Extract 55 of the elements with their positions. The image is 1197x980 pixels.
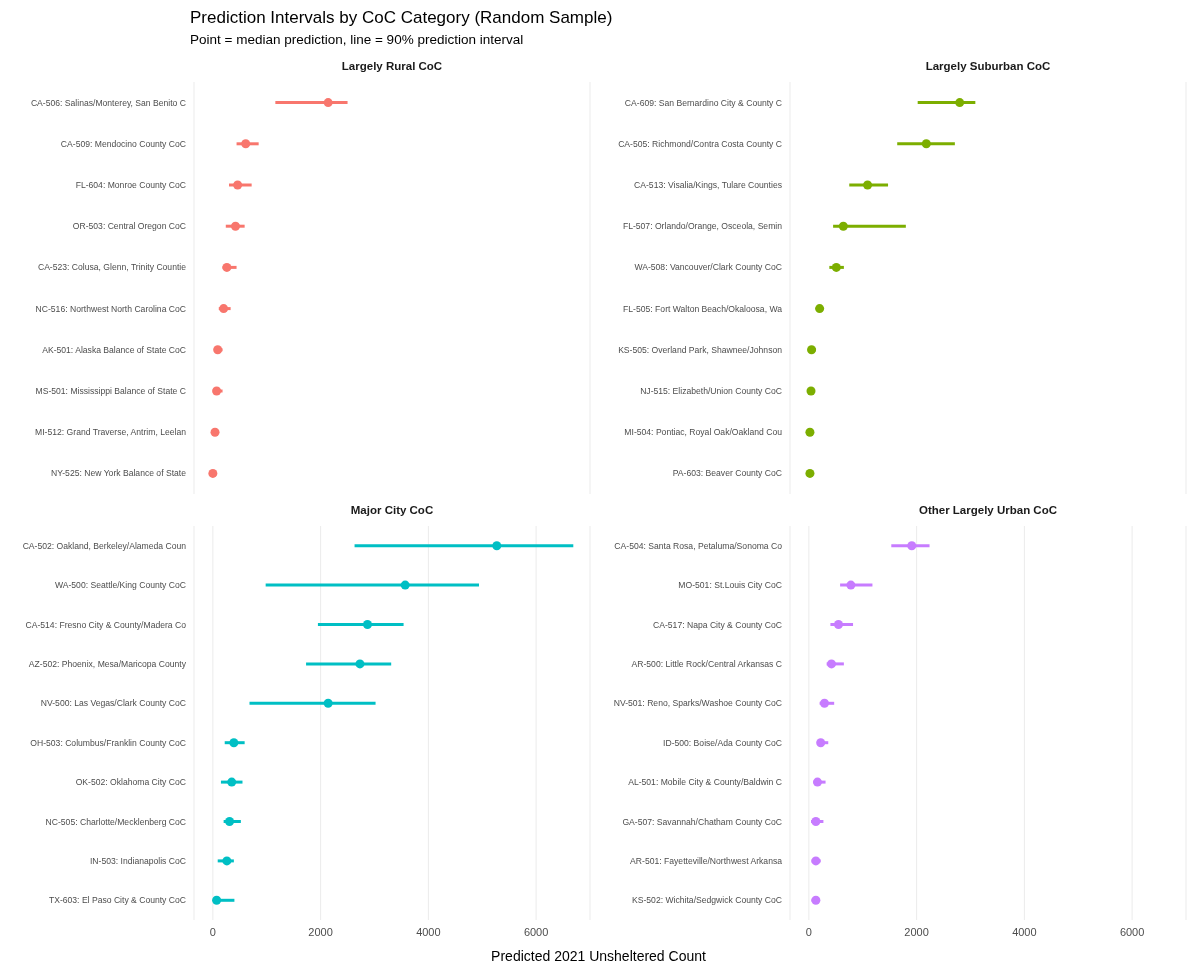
y-tick-label: MS-501: Mississippi Balance of State C bbox=[35, 386, 186, 396]
y-tick-label: OH-503: Columbus/Franklin County CoC bbox=[30, 737, 186, 748]
y-tick-label: FL-604: Monroe County CoC bbox=[75, 180, 186, 190]
y-tick-label: MI-504: Pontiac, Royal Oak/Oakland Cou bbox=[624, 427, 783, 438]
y-tick-label: MO-501: St.Louis City CoC bbox=[678, 580, 782, 591]
y-tick-label: NC-505: Charlotte/Mecklenberg CoC bbox=[45, 816, 186, 827]
y-tick-label: CA-523: Colusa, Glenn, Trinity Countie bbox=[37, 262, 187, 273]
x-tick-label: 6000 bbox=[523, 925, 549, 938]
y-tick-label: WA-508: Vancouver/Clark County CoC bbox=[634, 262, 782, 273]
y-tick-label: AK-501: Alaska Balance of State CoC bbox=[42, 344, 186, 355]
y-tick-label: CA-506: Salinas/Monterey, San Benito C bbox=[30, 97, 186, 108]
y-tick-label: KS-502: Wichita/Sedgwick County CoC bbox=[632, 895, 782, 906]
x-tick-label: 0 bbox=[209, 925, 216, 938]
y-tick-label: NV-501: Reno, Sparks/Washoe County CoC bbox=[613, 698, 782, 709]
y-tick-label: FL-505: Fort Walton Beach/Okaloosa, Wa bbox=[623, 303, 783, 314]
x-tick-label: 2000 bbox=[308, 925, 333, 938]
y-tick-label: AR-501: Fayetteville/Northwest Arkansa bbox=[630, 855, 783, 866]
x-tick-label: 4000 bbox=[1012, 925, 1037, 938]
y-tick-label: FL-507: Orlando/Orange, Osceola, Semin bbox=[622, 221, 783, 232]
y-tick-label: WA-500: Seattle/King County CoC bbox=[54, 580, 186, 591]
y-tick-label: GA-507: Savannah/Chatham County CoC bbox=[622, 816, 782, 827]
y-tick-label: AL-501: Mobile City & County/Baldwin C bbox=[628, 777, 782, 788]
x-tick-label: 2000 bbox=[904, 925, 929, 938]
y-tick-label: MI-512: Grand Traverse, Antrim, Leelan bbox=[35, 427, 187, 438]
y-tick-label: AR-500: Little Rock/Central Arkansas C bbox=[631, 658, 782, 669]
y-tick-label: NJ-515: Elizabeth/Union County CoC bbox=[640, 386, 782, 396]
text: Major City CoC bbox=[349, 504, 435, 516]
y-tick-label: CA-509: Mendocino County CoC bbox=[60, 138, 186, 149]
y-tick-label: CA-505: Richmond/Contra Costa County C bbox=[618, 138, 782, 149]
text: Largely Suburban CoC bbox=[924, 60, 1052, 72]
x-tick-label: 4000 bbox=[416, 925, 441, 938]
y-tick-label: NV-500: Las Vegas/Clark County CoC bbox=[40, 698, 186, 709]
y-tick-label: ID-500: Boise/Ada County CoC bbox=[663, 737, 782, 748]
y-tick-label: OK-502: Oklahoma City CoC bbox=[75, 777, 186, 788]
y-tick-label: PA-603: Beaver County CoC bbox=[672, 468, 782, 479]
y-tick-label: TX-603: El Paso City & County CoC bbox=[48, 895, 186, 906]
text: Other Largely Urban CoC bbox=[918, 504, 1058, 516]
chart-title: Prediction Intervals by CoC Category (Random Sample) bbox=[190, 8, 613, 28]
y-tick-label: IN-503: Indianapolis CoC bbox=[89, 855, 186, 866]
x-tick-label: 0 bbox=[805, 925, 812, 938]
y-tick-label: CA-517: Napa City & County CoC bbox=[653, 619, 782, 630]
y-tick-label: CA-504: Santa Rosa, Petaluma/Sonoma Co bbox=[614, 540, 783, 551]
y-tick-label: CA-514: Fresno City & County/Madera Co bbox=[25, 619, 187, 630]
y-tick-label: AZ-502: Phoenix, Mesa/Maricopa County bbox=[28, 658, 187, 669]
y-tick-label: NC-516: Northwest North Carolina CoC bbox=[35, 303, 186, 314]
y-tick-label: CA-502: Oakland, Berkeley/Alameda Coun bbox=[22, 540, 187, 551]
y-tick-label: CA-513: Visalia/Kings, Tulare Counties bbox=[634, 180, 782, 190]
y-tick-label: CA-609: San Bernardino City & County C bbox=[624, 97, 782, 108]
y-tick-label: OR-503: Central Oregon CoC bbox=[72, 221, 186, 232]
text: Largely Rural CoC bbox=[340, 60, 444, 72]
x-tick-label: 6000 bbox=[1119, 925, 1145, 938]
y-tick-label: NY-525: New York Balance of State bbox=[51, 468, 187, 479]
y-tick-label: KS-505: Overland Park, Shawnee/Johnson bbox=[618, 344, 783, 355]
chart-subtitle: Point = median prediction, line = 90% prediction interval bbox=[190, 32, 524, 47]
x-axis-title: Predicted 2021 Unsheltered Count bbox=[490, 948, 707, 964]
